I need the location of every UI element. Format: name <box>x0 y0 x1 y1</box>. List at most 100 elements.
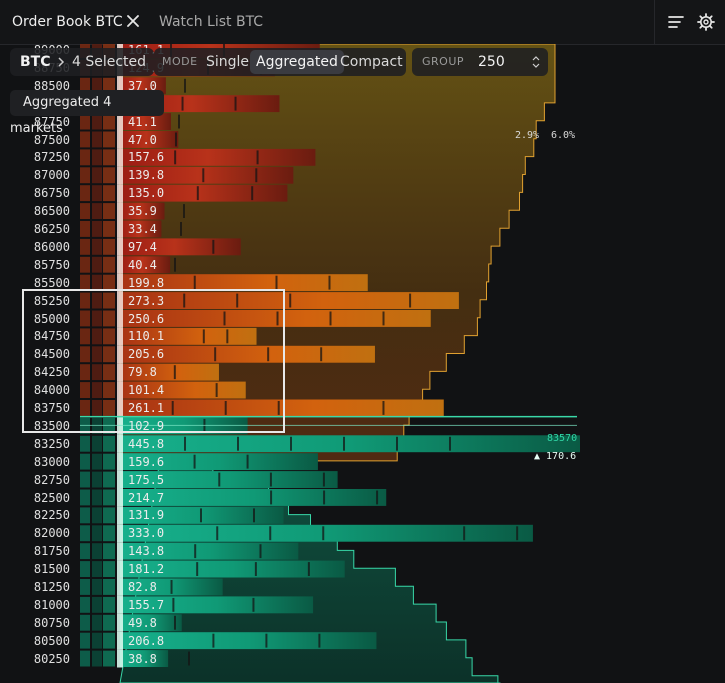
ask-size-bar <box>120 399 444 417</box>
order-tick <box>199 508 202 523</box>
bid-price[interactable]: 81500 <box>33 562 70 577</box>
market-heat-cell <box>80 113 90 130</box>
ask-price[interactable]: 83750 <box>33 401 70 415</box>
order-tick <box>175 132 177 147</box>
ask-price[interactable]: 85750 <box>33 257 70 272</box>
ask-price[interactable]: 86750 <box>33 186 70 201</box>
bid-price[interactable]: 80750 <box>33 615 70 630</box>
market-heat-cell <box>80 364 90 381</box>
ask-price[interactable]: 87500 <box>0 131 70 149</box>
order-tick <box>252 597 255 612</box>
market-heat-cell <box>92 489 102 506</box>
order-book[interactable]: 89000161.188750124.98850037.088000128.68… <box>0 44 725 683</box>
market-heat-cell <box>80 185 90 202</box>
order-tick <box>343 436 345 451</box>
order-tick <box>180 222 182 236</box>
bid-price[interactable]: 83500 <box>33 418 70 433</box>
breadcrumb[interactable]: BTC 4 Selected <box>10 48 154 76</box>
bid-price[interactable]: 81750 <box>33 544 70 559</box>
tab-bar: Order Book BTC Watch List BTC <box>0 0 725 45</box>
list-lines-icon[interactable] <box>667 13 685 31</box>
mode-aggregated-button[interactable]: Aggregated <box>250 50 344 74</box>
market-heat-cell <box>92 221 102 237</box>
mode-single-button[interactable]: Single <box>206 54 250 70</box>
ask-price[interactable]: 85250 <box>33 293 70 308</box>
ask-size: 157.6 <box>128 150 165 165</box>
level-marker <box>117 434 123 453</box>
ask-size-bar <box>120 256 171 274</box>
ask-price[interactable]: 84750 <box>33 329 70 344</box>
stepper-icon[interactable] <box>532 55 540 69</box>
market-heat-cell <box>92 346 102 363</box>
bid-price[interactable]: 82750 <box>33 472 70 487</box>
bid-price[interactable]: 83250 <box>33 436 70 451</box>
bid-price[interactable]: 81250 <box>33 580 70 594</box>
ask-size: 37.0 <box>128 78 157 93</box>
bid-price[interactable]: 82500 <box>33 490 70 505</box>
spread-line <box>80 424 577 426</box>
bid-price[interactable]: 83000 <box>33 454 70 469</box>
ask-price[interactable]: 86250 <box>33 222 70 236</box>
tab-watch-list[interactable]: Watch List BTC <box>159 14 264 30</box>
gear-icon[interactable] <box>697 13 715 31</box>
best-bid-price: 83570 <box>547 433 578 444</box>
ask-price[interactable]: 87750 <box>0 113 70 131</box>
ask-price[interactable]: 88500 <box>33 78 70 93</box>
ask-size: 273.3 <box>128 293 165 308</box>
level-marker <box>117 166 123 185</box>
order-tick <box>184 436 186 451</box>
ask-price[interactable]: 87250 <box>33 150 70 165</box>
tab-order-book[interactable]: Order Book BTC <box>12 14 123 30</box>
order-tick <box>223 311 226 326</box>
ask-size-bar <box>120 220 162 238</box>
ask-price[interactable]: 87000 <box>33 168 70 183</box>
order-tick <box>276 311 279 326</box>
market-selection[interactable]: 4 Selected <box>72 54 147 70</box>
order-tick <box>193 275 196 290</box>
ask-price[interactable]: 84250 <box>33 365 70 380</box>
ask-size: 47.0 <box>128 132 157 147</box>
close-icon[interactable] <box>125 13 141 29</box>
ask-price[interactable]: 84000 <box>33 383 70 398</box>
ask-size: 261.1 <box>128 401 165 415</box>
group-value[interactable]: 250 <box>478 54 505 70</box>
market-heat-cell <box>103 435 115 452</box>
market-heat-cell <box>92 328 102 345</box>
order-tick <box>254 562 257 576</box>
bid-size: 445.8 <box>128 436 165 451</box>
market-heat-cell <box>103 543 115 560</box>
ask-price[interactable]: 86000 <box>33 239 70 254</box>
bid-size-bar <box>120 453 318 471</box>
bid-price[interactable]: 81000 <box>33 597 70 612</box>
bid-price[interactable]: 82000 <box>33 526 70 541</box>
order-tick <box>382 401 385 415</box>
market-heat-cell <box>103 471 115 488</box>
bid-price[interactable]: 82250 <box>33 508 70 523</box>
market-heat-cell <box>103 489 115 506</box>
market-heat-cell <box>103 561 115 577</box>
market-heat-cell <box>80 382 90 398</box>
order-tick <box>269 472 272 487</box>
order-tick <box>174 615 176 630</box>
level-marker <box>117 309 123 328</box>
bid-size: 155.7 <box>128 597 165 612</box>
group-selector[interactable]: GROUP 250 <box>412 48 548 76</box>
order-tick <box>172 597 175 612</box>
order-tick <box>216 526 219 541</box>
ask-price[interactable]: 86500 <box>33 204 70 219</box>
order-tick <box>322 472 325 487</box>
bid-price[interactable]: 80250 <box>33 651 70 666</box>
order-tick <box>236 293 239 308</box>
order-tick <box>275 275 278 290</box>
ask-price[interactable]: 84500 <box>33 347 70 362</box>
bid-price[interactable]: 80500 <box>33 633 70 648</box>
mode-compact-button[interactable]: Compact <box>340 54 403 70</box>
market-heat-cell <box>92 131 102 148</box>
level-marker <box>117 273 123 292</box>
ask-price[interactable]: 85500 <box>33 275 70 290</box>
market-heat-cell <box>92 507 102 524</box>
market-heat-cell <box>92 238 102 255</box>
market-heat-cell <box>103 632 115 649</box>
ask-price[interactable]: 85000 <box>33 311 70 326</box>
symbol-label[interactable]: BTC <box>20 54 51 70</box>
